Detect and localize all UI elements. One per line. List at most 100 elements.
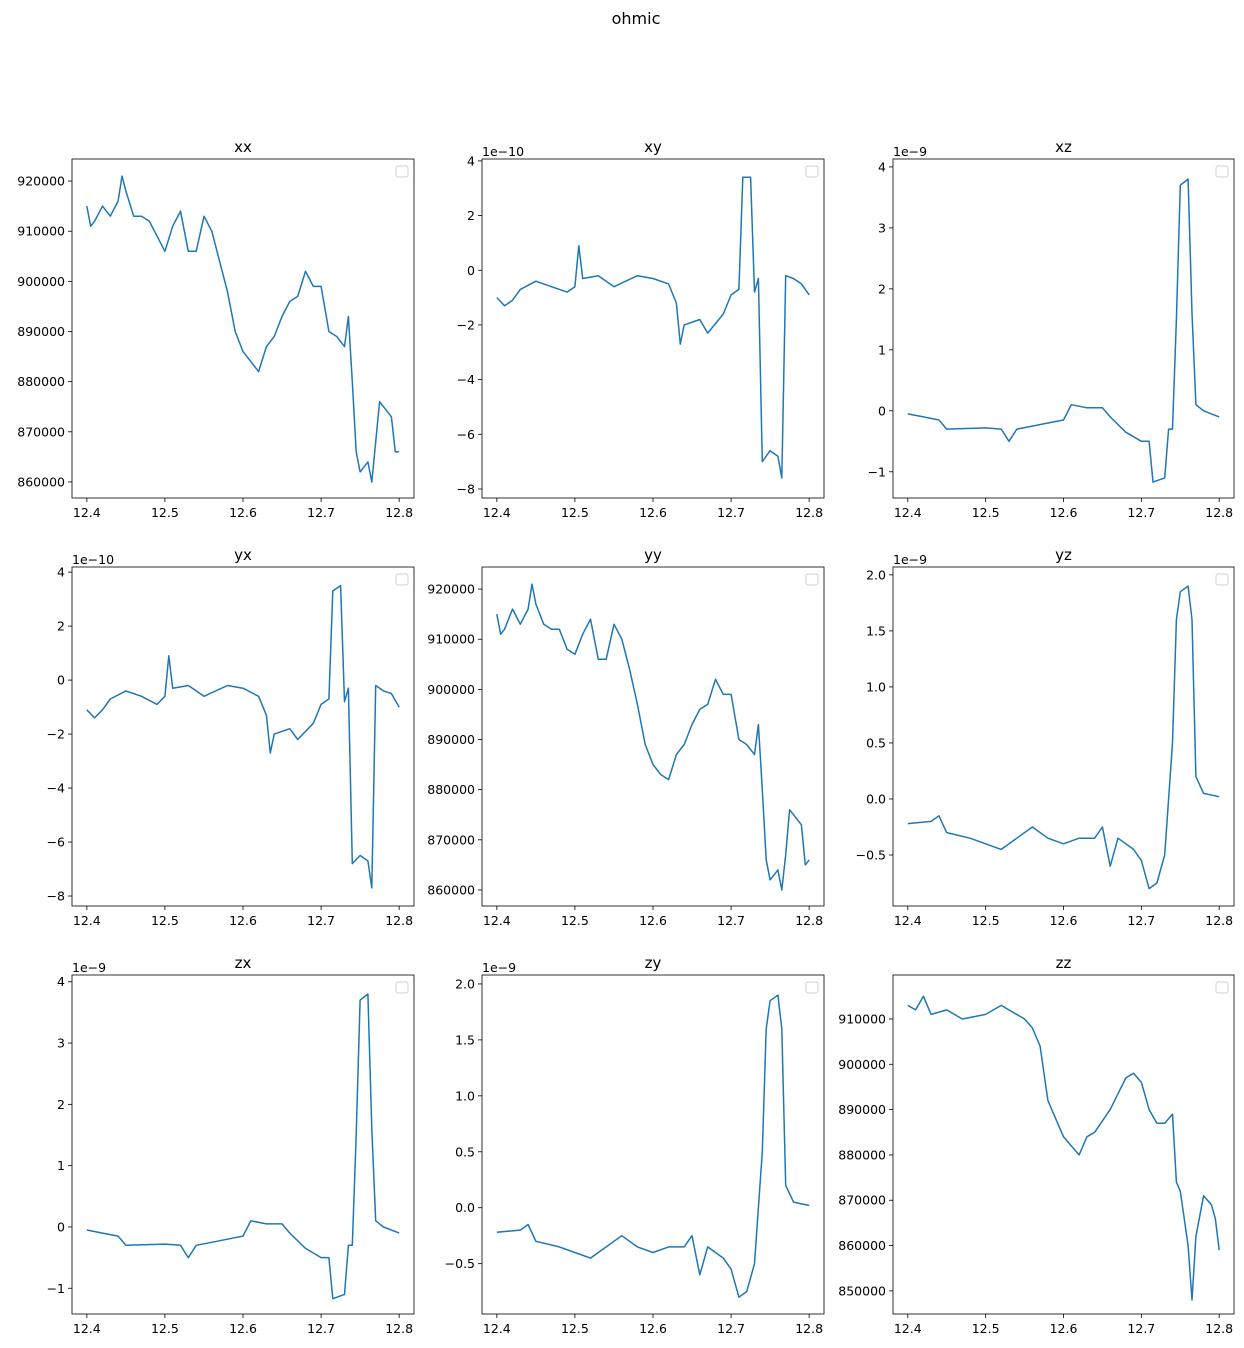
y-tick-label: 2 <box>467 208 475 223</box>
x-tick-label: 12.4 <box>73 505 101 520</box>
y-tick-label: 2.0 <box>455 976 475 991</box>
y-tick-label: 1.0 <box>455 1088 475 1103</box>
y-tick-label: −0.5 <box>445 1256 475 1271</box>
legend-box <box>805 165 819 178</box>
figure-title: ohmic <box>612 9 661 28</box>
y-tick-label: 920000 <box>17 174 65 189</box>
x-tick-label: 12.5 <box>151 913 179 928</box>
x-tick-label: 12.5 <box>972 505 1000 520</box>
x-tick-label: 12.6 <box>1050 505 1078 520</box>
x-tick-label: 12.4 <box>894 505 922 520</box>
y-tick-label: 2 <box>57 619 65 634</box>
y-tick-label: −1 <box>47 1281 65 1296</box>
x-tick-label: 12.5 <box>151 505 179 520</box>
subplot-title: zz <box>1056 954 1072 972</box>
legend-box <box>1215 165 1229 178</box>
x-tick-label: 12.8 <box>795 1321 823 1336</box>
legend-box <box>395 981 409 994</box>
y-offset-label: 1e−9 <box>72 960 106 975</box>
y-tick-label: −8 <box>47 889 65 904</box>
x-tick-label: 12.7 <box>1127 1321 1155 1336</box>
subplot-xx: xx 12.4 12.5 12.6 12.7 12.8 860000 870000 880000… <box>17 138 415 520</box>
x-tick-label: 12.6 <box>229 505 257 520</box>
x-tick-label: 12.5 <box>561 913 589 928</box>
y-tick-label: 900000 <box>427 682 475 697</box>
y-tick-label: 0 <box>57 673 65 688</box>
y-tick-label: 1.0 <box>866 679 886 694</box>
y-tick-label: 860000 <box>427 882 475 897</box>
y-offset-label: 1e−9 <box>482 960 516 975</box>
x-tick-label: 12.6 <box>1050 1321 1078 1336</box>
x-tick-label: 12.4 <box>73 913 101 928</box>
x-tick-label: 12.4 <box>483 913 511 928</box>
series-line-yx <box>86 584 400 889</box>
legend-box <box>805 981 819 994</box>
subplot-zy: zy 1e−9 12.4 12.5 12.6 12.7 12.8 −0.5 0.0 0.5 1.0 1… <box>445 954 825 1336</box>
y-tick-label: 1 <box>878 342 886 357</box>
subplot-yy: yy 12.4 12.5 12.6 12.7 12.8 860000 870000 880000… <box>427 546 825 928</box>
y-tick-label: 890000 <box>17 324 65 339</box>
x-tick-label: 12.8 <box>1205 1321 1233 1336</box>
subplot-zz: zz 12.4 12.5 12.6 12.7 12.8 850000 860000 870000… <box>838 954 1235 1336</box>
y-tick-label: 0.5 <box>866 735 886 750</box>
y-tick-label: 0 <box>467 263 475 278</box>
x-tick-label: 12.7 <box>1127 505 1155 520</box>
x-tick-label: 12.4 <box>894 913 922 928</box>
y-tick-label: −6 <box>47 835 65 850</box>
y-tick-label: 870000 <box>17 424 65 439</box>
y-tick-label: 850000 <box>838 1283 886 1298</box>
y-tick-label: 0.0 <box>866 791 886 806</box>
x-tick-label: 12.7 <box>1127 913 1155 928</box>
y-tick-label: −8 <box>457 481 475 496</box>
y-tick-label: 870000 <box>427 832 475 847</box>
x-tick-label: 12.8 <box>385 505 413 520</box>
series-line-xx <box>86 175 400 483</box>
y-offset-label: 1e−9 <box>893 144 927 159</box>
legend-box <box>395 573 409 586</box>
x-tick-label: 12.6 <box>639 913 667 928</box>
y-tick-label: −1 <box>868 464 886 479</box>
legend-box <box>805 573 819 586</box>
x-tick-label: 12.8 <box>1205 913 1233 928</box>
y-tick-label: 3 <box>57 1036 65 1051</box>
y-tick-label: 2.0 <box>866 567 886 582</box>
subplot-yz: yz 1e−9 12.4 12.5 12.6 12.7 12.8 −0.5 0.0 0.5 1.0 1… <box>856 546 1235 928</box>
y-tick-label: 4 <box>57 974 65 989</box>
y-tick-label: 910000 <box>17 224 65 239</box>
x-tick-label: 12.6 <box>1050 913 1078 928</box>
y-tick-label: 1.5 <box>866 623 886 638</box>
series-line-xy <box>496 176 810 479</box>
x-tick-label: 12.5 <box>561 1321 589 1336</box>
series-line-zx <box>86 993 400 1300</box>
y-tick-label: 890000 <box>838 1102 886 1117</box>
y-tick-label: 880000 <box>427 782 475 797</box>
subplot-title: zy <box>645 954 662 972</box>
y-tick-label: 0 <box>57 1219 65 1234</box>
subplot-yx: yx 1e−10 12.4 12.5 12.6 12.7 12.8 −8 −6 −4 −2 0 2 4 <box>47 546 415 928</box>
subplot-xz: xz 1e−9 12.4 12.5 12.6 12.7 12.8 −1 0 1 2 3 4 <box>868 138 1235 520</box>
y-tick-label: 900000 <box>17 274 65 289</box>
x-tick-label: 12.8 <box>385 1321 413 1336</box>
subplot-title: yy <box>644 546 662 564</box>
y-tick-label: 4 <box>57 565 65 580</box>
x-tick-label: 12.5 <box>972 913 1000 928</box>
series-line-xz <box>907 178 1220 483</box>
subplot-title: yx <box>234 546 252 564</box>
legend-box <box>395 165 409 178</box>
x-tick-label: 12.5 <box>561 505 589 520</box>
y-tick-label: 3 <box>878 220 886 235</box>
y-tick-label: 890000 <box>427 732 475 747</box>
y-tick-label: −6 <box>457 427 475 442</box>
legend-box <box>1215 981 1229 994</box>
y-tick-label: 910000 <box>427 632 475 647</box>
x-tick-label: 12.7 <box>307 1321 335 1336</box>
y-tick-label: 2 <box>57 1097 65 1112</box>
series-line-zz <box>907 995 1220 1301</box>
subplot-title: zx <box>235 954 252 972</box>
x-tick-label: 12.5 <box>151 1321 179 1336</box>
y-tick-label: −2 <box>457 317 475 332</box>
x-tick-label: 12.7 <box>717 505 745 520</box>
x-tick-label: 12.6 <box>229 1321 257 1336</box>
